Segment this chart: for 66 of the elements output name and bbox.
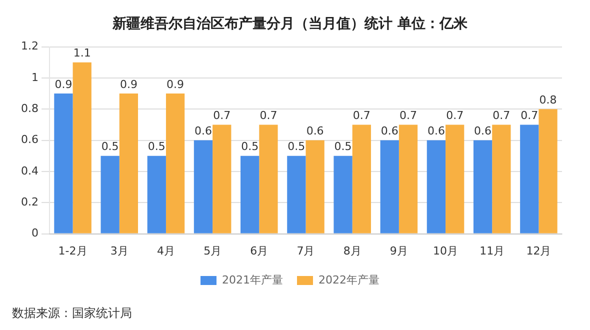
data-label: 0.6 [194,124,212,138]
bar [240,156,260,234]
y-tick-label: 0 [31,226,38,240]
x-tick-label: 9月 [390,244,408,258]
y-tick-label: 0.6 [20,133,38,146]
data-label: 0.9 [54,78,72,91]
data-label: 0.5 [288,140,306,154]
chart-title: 新疆维吾尔自治区布产量分月（当月值）统计 单位：亿米 [112,15,468,32]
data-label: 0.5 [148,140,166,154]
bar [538,109,558,234]
data-label: 0.7 [213,109,231,122]
bar [334,156,352,234]
y-tick-label: 1 [31,70,38,84]
data-label: 0.9 [120,78,138,91]
y-tick-label: 0.8 [20,102,38,115]
data-label: 0.7 [446,109,464,122]
bar [446,124,464,234]
x-tick-label: 4月 [156,244,175,258]
bar [54,94,73,234]
data-label: 0.7 [400,109,417,122]
bar [306,140,324,234]
data-label: 0.6 [474,124,492,138]
legend-label: 2022年产量 [318,273,380,286]
bar [100,156,120,234]
legend-label: 2021年产量 [222,273,284,286]
data-label: 0.5 [334,140,352,154]
data-label: 0.6 [380,124,398,138]
bar [119,94,138,234]
x-tick-label: 8月 [343,244,362,258]
x-tick-label: 11月 [480,244,505,258]
data-label: 0.5 [241,140,259,154]
data-label: 0.7 [520,109,538,122]
bar [426,140,446,234]
data-label: 1.1 [73,46,91,60]
y-tick-label: 0.4 [20,164,38,178]
bar [259,124,278,234]
data-label: 0.7 [260,109,278,122]
y-tick-label: 1.2 [20,40,38,53]
bar [147,156,166,234]
x-tick-label: 12月 [526,244,552,258]
bar [398,124,418,234]
x-tick-label: 5月 [204,244,222,258]
data-label: 0.8 [539,93,557,106]
bar [72,62,92,234]
data-label: 0.7 [492,109,510,122]
x-tick-label: 6月 [250,244,268,258]
x-tick-label: 3月 [110,244,128,258]
bar [212,124,232,234]
bar [520,124,539,234]
bar [380,140,399,234]
x-tick-label: 10月 [433,244,458,258]
data-label: 0.5 [101,140,119,154]
bar [352,124,371,234]
bar [166,94,185,234]
y-tick-label: 0.2 [20,195,38,208]
data-label: 0.7 [352,109,370,122]
bar [194,140,213,234]
bar [473,140,492,234]
source-note: 数据来源：国家统计局 [12,306,132,320]
data-label: 0.6 [427,124,445,138]
data-label: 0.6 [306,124,324,138]
data-label: 0.9 [166,78,184,91]
bar [287,156,306,234]
bar [492,124,511,234]
x-tick-label: 7月 [296,244,315,258]
x-tick-label: 1-2月 [58,244,88,258]
